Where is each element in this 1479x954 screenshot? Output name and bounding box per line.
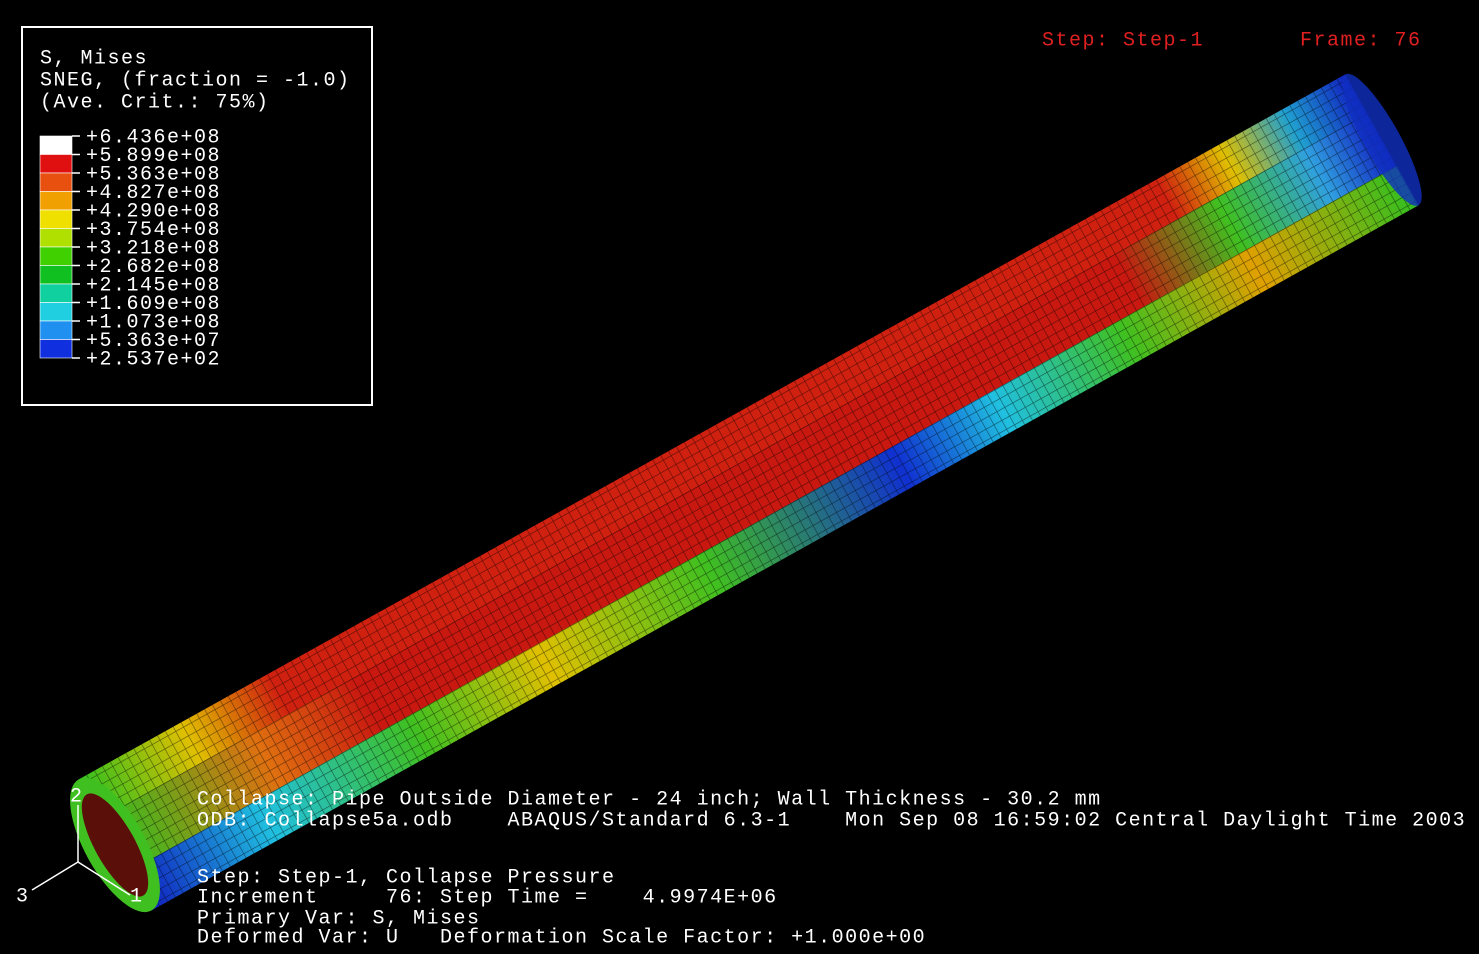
legend-swatch bbox=[40, 229, 72, 248]
legend-swatch bbox=[40, 155, 72, 174]
legend-swatch bbox=[40, 321, 72, 340]
legend-label: +2.537e+02 bbox=[86, 348, 221, 371]
legend-title: SNEG, (fraction = -1.0) bbox=[40, 69, 351, 92]
legend-swatch bbox=[40, 210, 72, 229]
legend-swatch bbox=[40, 173, 72, 192]
step-label: Step: Step-1 bbox=[1042, 29, 1204, 52]
legend-swatch bbox=[40, 284, 72, 303]
info-line: Deformed Var: U Deformation Scale Factor… bbox=[197, 926, 926, 949]
legend-swatch bbox=[40, 247, 72, 266]
triad-label: 2 bbox=[70, 785, 84, 808]
legend-swatch bbox=[40, 266, 72, 285]
triad-label: 1 bbox=[130, 885, 144, 908]
info-line: ODB: Collapse5a.odb ABAQUS/Standard 6.3-… bbox=[197, 809, 1466, 832]
legend-swatch bbox=[40, 136, 72, 155]
legend-swatch bbox=[40, 303, 72, 322]
info-line: Increment 76: Step Time = 4.9974E+06 bbox=[197, 886, 778, 909]
viewport: 2 1 3 Step: Step-1 Frame: 76 S, MisesSNE… bbox=[0, 0, 1479, 954]
frame-label: Frame: 76 bbox=[1300, 29, 1422, 52]
page: 2 1 3 Step: Step-1 Frame: 76 S, MisesSNE… bbox=[0, 0, 1479, 954]
legend-title: (Ave. Crit.: 75%) bbox=[40, 91, 270, 114]
triad-label: 3 bbox=[16, 885, 30, 908]
info-line: Collapse: Pipe Outside Diameter - 24 inc… bbox=[197, 788, 1102, 811]
legend-swatch bbox=[40, 192, 72, 211]
legend-title: S, Mises bbox=[40, 47, 148, 70]
legend-swatch bbox=[40, 340, 72, 359]
